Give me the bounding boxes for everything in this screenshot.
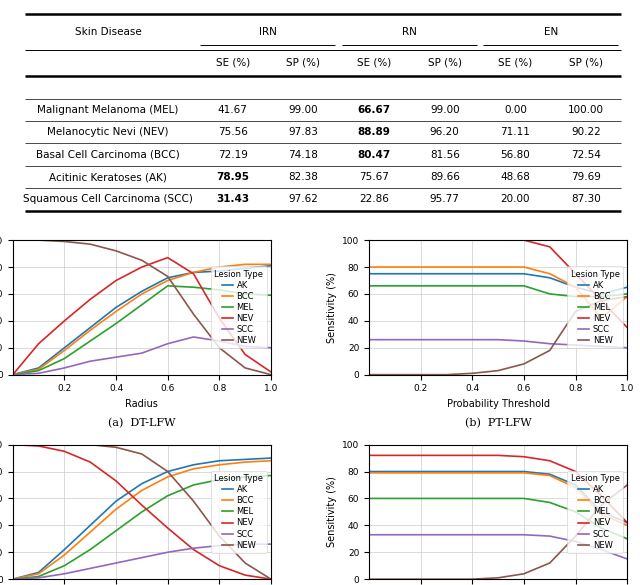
Text: 31.43: 31.43	[216, 194, 250, 205]
Text: 20.00: 20.00	[500, 194, 530, 205]
Text: Malignant Melanoma (MEL): Malignant Melanoma (MEL)	[37, 105, 179, 115]
Text: 66.67: 66.67	[358, 105, 390, 115]
Text: 75.56: 75.56	[218, 127, 248, 137]
Text: IRN: IRN	[259, 27, 277, 37]
Text: SE (%): SE (%)	[499, 58, 532, 68]
Text: 71.11: 71.11	[500, 127, 531, 137]
Text: 88.89: 88.89	[358, 127, 390, 137]
Text: 96.20: 96.20	[430, 127, 460, 137]
X-axis label: Probability Threshold: Probability Threshold	[447, 399, 550, 409]
Text: 99.00: 99.00	[430, 105, 460, 115]
Text: 78.95: 78.95	[216, 172, 249, 182]
Text: SP (%): SP (%)	[428, 58, 461, 68]
Text: 89.66: 89.66	[430, 172, 460, 182]
Text: Squamous Cell Carcinoma (SCC): Squamous Cell Carcinoma (SCC)	[23, 194, 193, 205]
Text: 79.69: 79.69	[571, 172, 601, 182]
Legend: AK, BCC, MEL, NEV, SCC, NEW: AK, BCC, MEL, NEV, SCC, NEW	[211, 471, 267, 553]
Text: 41.67: 41.67	[218, 105, 248, 115]
Text: Acitinic Keratoses (AK): Acitinic Keratoses (AK)	[49, 172, 167, 182]
Text: (a)  DT-LFW: (a) DT-LFW	[108, 418, 175, 428]
Text: 0.00: 0.00	[504, 105, 527, 115]
Text: 99.00: 99.00	[289, 105, 318, 115]
Text: 82.38: 82.38	[289, 172, 318, 182]
Text: Basal Cell Carcinoma (BCC): Basal Cell Carcinoma (BCC)	[36, 150, 180, 160]
Text: 100.00: 100.00	[568, 105, 604, 115]
Text: 48.68: 48.68	[500, 172, 531, 182]
Text: 81.56: 81.56	[430, 150, 460, 160]
Text: 97.83: 97.83	[289, 127, 318, 137]
Text: (b)  PT-LFW: (b) PT-LFW	[465, 418, 531, 428]
Y-axis label: Sensitivity (%): Sensitivity (%)	[326, 476, 337, 548]
Legend: AK, BCC, MEL, NEV, SCC, NEW: AK, BCC, MEL, NEV, SCC, NEW	[568, 266, 623, 349]
Text: 97.62: 97.62	[289, 194, 318, 205]
Text: EN: EN	[543, 27, 558, 37]
Text: 90.22: 90.22	[571, 127, 601, 137]
Text: 95.77: 95.77	[430, 194, 460, 205]
Text: 56.80: 56.80	[500, 150, 531, 160]
Text: 87.30: 87.30	[571, 194, 601, 205]
Text: 22.86: 22.86	[359, 194, 389, 205]
Text: 74.18: 74.18	[289, 150, 318, 160]
Text: 72.19: 72.19	[218, 150, 248, 160]
Y-axis label: Sensitivity (%): Sensitivity (%)	[326, 272, 337, 343]
Legend: AK, BCC, MEL, NEV, SCC, NEW: AK, BCC, MEL, NEV, SCC, NEW	[211, 266, 267, 349]
Text: SE (%): SE (%)	[216, 58, 250, 68]
Text: Melanocytic Nevi (NEV): Melanocytic Nevi (NEV)	[47, 127, 169, 137]
Text: SP (%): SP (%)	[287, 58, 321, 68]
X-axis label: Radius: Radius	[125, 399, 158, 409]
Text: 75.67: 75.67	[359, 172, 389, 182]
Text: SP (%): SP (%)	[569, 58, 603, 68]
Text: 72.54: 72.54	[571, 150, 601, 160]
Text: SE (%): SE (%)	[357, 58, 391, 68]
Text: RN: RN	[402, 27, 417, 37]
Text: Skin Disease: Skin Disease	[75, 27, 141, 37]
Legend: AK, BCC, MEL, NEV, SCC, NEW: AK, BCC, MEL, NEV, SCC, NEW	[568, 471, 623, 553]
Text: 80.47: 80.47	[358, 150, 390, 160]
